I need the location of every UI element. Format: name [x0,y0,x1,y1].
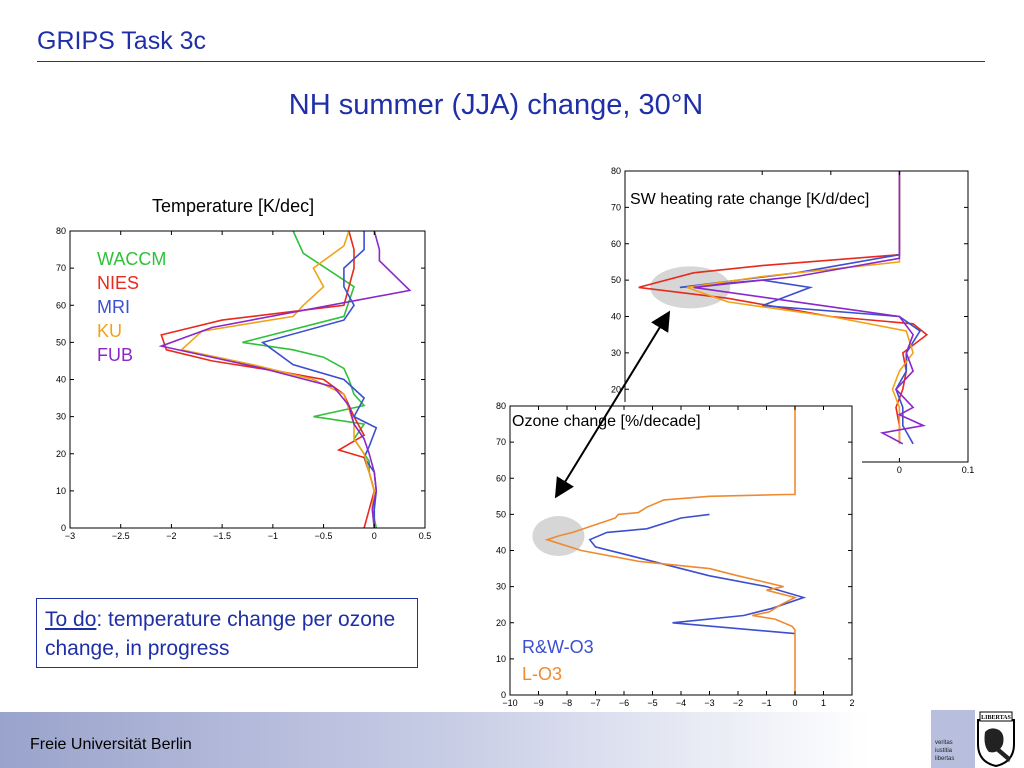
x-tick-label: −9 [533,698,543,708]
legend-entry: L-O3 [522,664,562,684]
footer-text: Freie Universität Berlin [30,736,192,753]
todo-text: : temperature change per ozone change, i… [45,608,396,660]
x-tick-label: −10 [502,698,517,708]
x-tick-label: 0 [897,465,902,475]
x-tick-label: −8 [562,698,572,708]
y-tick-label: 10 [56,486,66,496]
series-line-3 [693,171,927,445]
connector-arrow [554,310,671,499]
x-tick-label: −6 [619,698,629,708]
x-tick-label: −1.5 [213,531,231,541]
series-line-1 [544,406,798,695]
y-tick-label: 50 [56,337,66,347]
todo-link[interactable]: To do [45,608,97,631]
logo-word: iustitia [935,748,953,754]
y-tick-label: 20 [496,618,506,628]
y-tick-label: 40 [496,546,506,556]
seal-icon: LIBERTAS [975,710,1017,768]
y-tick-label: 80 [56,226,66,236]
y-tick-label: 60 [611,239,621,249]
y-tick-label: 0 [501,690,506,700]
x-tick-label: −2 [733,698,743,708]
slide-header: GRIPS Task 3c [37,27,207,55]
series-line-2 [686,171,914,444]
logo-word: veritas [935,740,953,746]
y-tick-label: 30 [496,582,506,592]
x-tick-label: −2.5 [112,531,130,541]
y-tick-label: 80 [611,166,621,176]
university-logo: veritas iustitia libertas LIBERTAS [931,710,1017,768]
x-tick-label: −1 [761,698,771,708]
y-tick-label: 0 [61,523,66,533]
legend-entry: NIES [97,273,139,293]
y-tick-label: 60 [56,300,66,310]
x-tick-label: −3 [65,531,75,541]
x-tick-label: −7 [590,698,600,708]
logo-motto-box: veritas iustitia libertas [931,710,975,768]
header-divider [37,61,985,62]
y-tick-label: 70 [496,437,506,447]
x-tick-label: 0 [372,531,377,541]
legend-entry: R&W-O3 [522,637,594,657]
slide-title: NH summer (JJA) change, 30°N [288,89,704,121]
x-tick-label: 1 [821,698,826,708]
x-tick-label: 0 [792,698,797,708]
y-tick-label: 40 [56,375,66,385]
series-line-3 [179,230,376,529]
todo-note: To do: temperature change per ozone chan… [36,598,418,668]
chart-title: SW heating rate change [K/d/dec] [630,191,869,208]
x-tick-label: 2 [849,698,854,708]
x-tick-label: −3 [704,698,714,708]
seal-banner: LIBERTAS [981,715,1011,721]
x-tick-label: −2 [166,531,176,541]
y-tick-label: 70 [56,263,66,273]
ozone-chart-panel [482,402,862,716]
y-tick-label: 50 [611,275,621,285]
x-tick-label: −5 [647,698,657,708]
y-tick-label: 70 [611,202,621,212]
x-tick-label: −1 [268,531,278,541]
y-tick-label: 20 [56,449,66,459]
y-tick-label: 60 [496,473,506,483]
legend-entry: KU [97,321,122,341]
x-tick-label: −4 [676,698,686,708]
temperature-chart: 0 10 20 30 40 50 60 70 80 −3 −2.5 −2 −1.5 −1 −0.5 0 0.5 W… [56,226,432,541]
series-line-1 [679,171,922,445]
series-line-4 [158,230,412,529]
x-tick-label: 0.5 [419,531,432,541]
legend-entry: FUB [97,345,133,365]
y-tick-label: 80 [496,401,506,411]
temperature-chart-title: Temperature [K/dec] [152,196,315,216]
logo-word: libertas [935,756,955,762]
y-tick-label: 50 [496,509,506,519]
y-tick-label: 30 [56,412,66,422]
x-tick-label: 0.1 [962,465,975,475]
series-line-0 [588,513,807,635]
x-tick-label: −0.5 [315,531,333,541]
y-tick-label: 10 [496,654,506,664]
footer-bar [0,712,1024,768]
legend-entry: MRI [97,297,130,317]
legend-entry: WACCM [97,249,166,269]
